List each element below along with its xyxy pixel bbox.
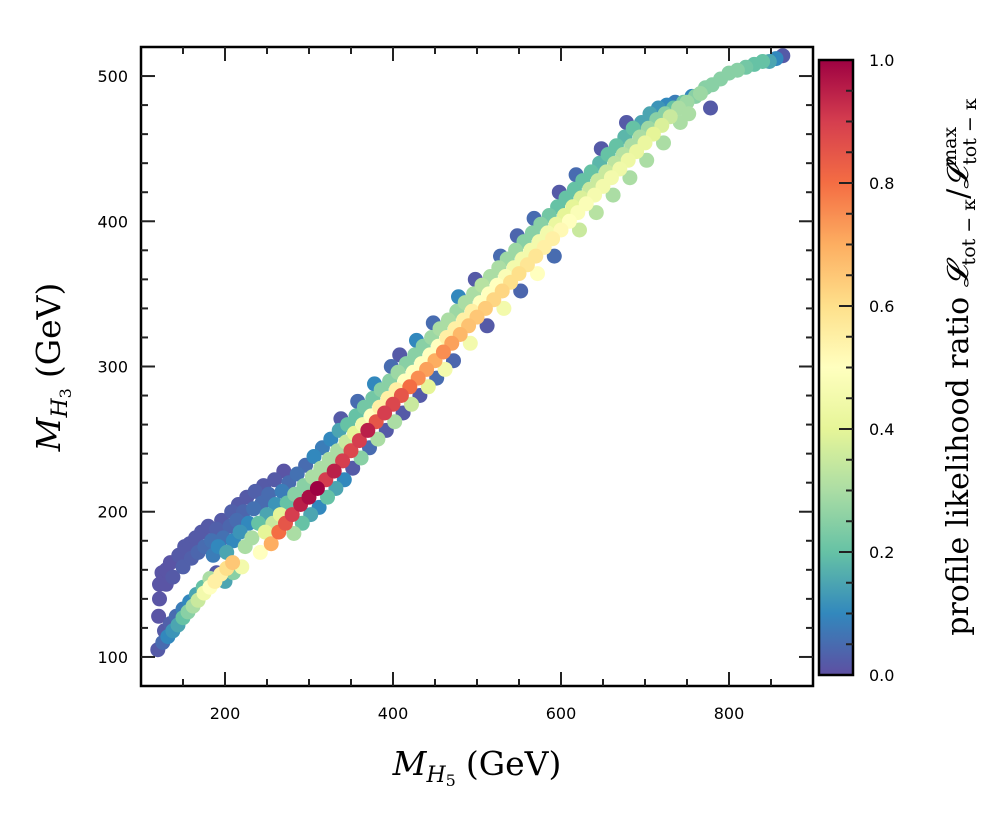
data-point bbox=[462, 335, 478, 351]
data-point bbox=[244, 530, 260, 546]
data-point bbox=[377, 405, 393, 421]
colorbar-title-slash: / bbox=[941, 188, 976, 199]
data-point bbox=[603, 170, 619, 186]
x-tick-label: 800 bbox=[714, 704, 745, 723]
data-point bbox=[229, 512, 245, 528]
data-point bbox=[294, 515, 310, 531]
colorbar-tick-label: 0.6 bbox=[869, 297, 894, 316]
colorbar-tick-label: 0.8 bbox=[869, 174, 894, 193]
data-point bbox=[546, 248, 562, 264]
data-point bbox=[755, 54, 771, 69]
data-point bbox=[289, 466, 305, 482]
data-point bbox=[692, 86, 708, 101]
data-point bbox=[578, 196, 594, 212]
x-axis-unit: (GeV) bbox=[466, 744, 561, 783]
data-point bbox=[343, 443, 359, 459]
data-point bbox=[513, 283, 529, 299]
y-axis-ticks: 100 200 300 400 500 bbox=[97, 67, 813, 667]
colorbar-tick-label: 0.2 bbox=[869, 543, 894, 562]
data-point bbox=[530, 266, 545, 282]
data-point bbox=[572, 222, 587, 238]
data-point bbox=[496, 300, 512, 316]
data-point bbox=[151, 608, 167, 624]
x-axis-subscript: H bbox=[425, 763, 446, 788]
plot-frame bbox=[139, 45, 815, 688]
data-point bbox=[246, 501, 262, 517]
colorbar-ticks: 0.0 0.2 0.4 0.6 0.8 1.0 bbox=[839, 51, 894, 685]
colorbar-title-text: profile likelihood ratio bbox=[941, 287, 976, 635]
data-point bbox=[387, 414, 403, 430]
data-point bbox=[360, 422, 376, 438]
data-point bbox=[309, 481, 325, 496]
data-point bbox=[252, 544, 268, 560]
data-point bbox=[320, 489, 335, 505]
x-axis-title: MH5 (GeV) bbox=[392, 744, 562, 790]
data-point bbox=[639, 152, 655, 168]
data-point bbox=[479, 318, 495, 334]
data-point bbox=[351, 433, 367, 449]
y-axis-title: MH3 (GeV) bbox=[29, 283, 75, 453]
data-point bbox=[494, 283, 510, 299]
data-point bbox=[637, 135, 653, 151]
y-axis-symbol: M bbox=[29, 416, 68, 452]
y-tick-label: 500 bbox=[97, 67, 128, 86]
colorbar-title-sub2: tot − κ bbox=[959, 98, 981, 165]
x-tick-label: 200 bbox=[210, 704, 241, 723]
data-point bbox=[274, 483, 290, 499]
data-point bbox=[225, 555, 241, 571]
colorbar-tick-label: 0.4 bbox=[869, 420, 894, 439]
data-point bbox=[545, 231, 561, 247]
data-point bbox=[267, 472, 283, 488]
data-point bbox=[656, 135, 671, 151]
x-axis-ticks: 200 400 600 800 bbox=[182, 47, 772, 723]
data-point bbox=[232, 524, 248, 540]
colorbar-title-sub: tot − κ bbox=[958, 199, 980, 266]
data-point bbox=[435, 344, 451, 360]
y-tick-label: 200 bbox=[97, 503, 128, 522]
data-point bbox=[437, 361, 453, 377]
y-axis-unit: (GeV) bbox=[29, 283, 68, 378]
x-axis-symbol: M bbox=[392, 744, 428, 783]
y-tick-label: 100 bbox=[97, 648, 128, 667]
colorbar-title-sup: max bbox=[939, 127, 961, 167]
scatter-points bbox=[150, 48, 791, 658]
colorbar-tick-label: 0.0 bbox=[869, 666, 894, 685]
x-tick-label: 600 bbox=[546, 704, 577, 723]
data-point bbox=[306, 449, 322, 464]
data-point bbox=[605, 187, 621, 203]
data-point bbox=[729, 62, 745, 78]
data-point bbox=[588, 205, 604, 221]
y-tick-label: 300 bbox=[97, 358, 128, 377]
x-tick-label: 400 bbox=[378, 704, 409, 723]
data-point bbox=[370, 431, 386, 447]
y-tick-label: 400 bbox=[97, 212, 128, 231]
data-point bbox=[247, 483, 263, 499]
data-point bbox=[286, 526, 302, 541]
data-point bbox=[528, 248, 544, 264]
data-point bbox=[165, 569, 181, 585]
data-point bbox=[511, 266, 527, 282]
data-point bbox=[263, 536, 279, 552]
data-point bbox=[404, 396, 419, 412]
data-point bbox=[703, 100, 718, 116]
colorbar-title: profile likelihood ratio 𝓛tot − κ/𝓛maxto… bbox=[939, 98, 981, 636]
y-axis-subsubscript: 3 bbox=[56, 388, 75, 398]
colorbar-tick-label: 1.0 bbox=[869, 51, 894, 70]
data-point bbox=[326, 463, 342, 479]
data-point bbox=[681, 106, 697, 122]
data-point bbox=[284, 507, 300, 523]
data-point bbox=[257, 524, 273, 540]
y-axis-subscript: H bbox=[48, 398, 73, 419]
data-point bbox=[622, 170, 638, 186]
data-point bbox=[420, 379, 436, 395]
x-axis-subsubscript: 5 bbox=[446, 771, 456, 790]
data-point bbox=[152, 591, 167, 607]
data-point bbox=[335, 453, 351, 469]
